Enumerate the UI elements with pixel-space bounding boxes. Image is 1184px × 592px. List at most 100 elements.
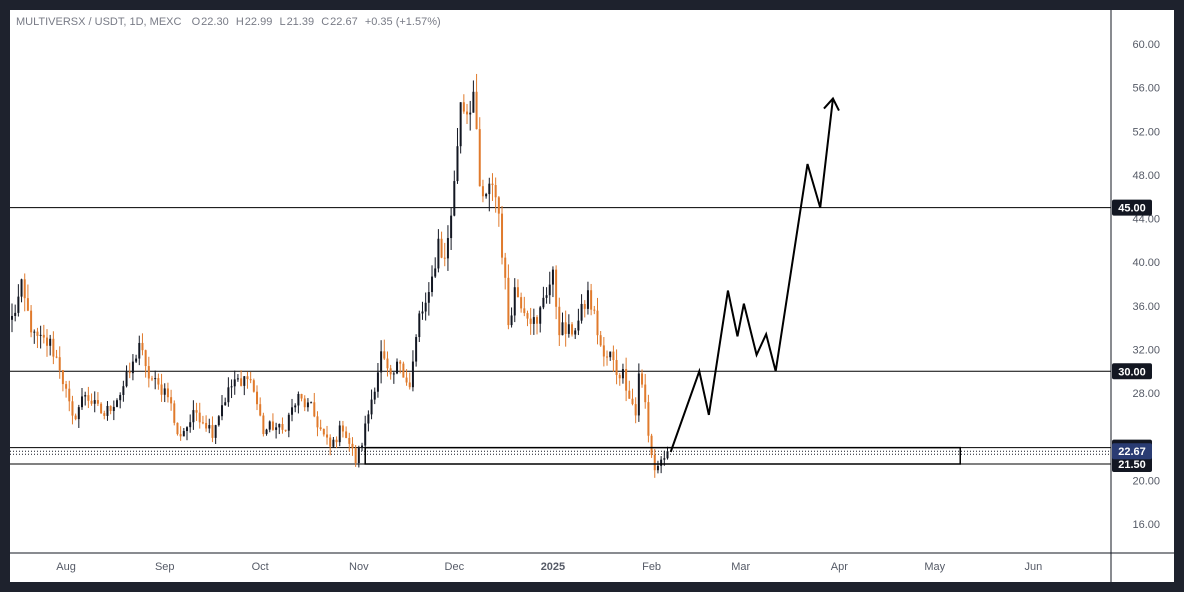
candle	[446, 225, 449, 271]
candle-body	[100, 403, 103, 414]
candle-body	[84, 395, 87, 397]
candle	[217, 415, 220, 427]
candle-body	[418, 313, 421, 338]
candle	[144, 349, 147, 378]
candle-body	[437, 238, 440, 269]
candle-body	[52, 338, 55, 357]
candle	[163, 383, 166, 403]
candle	[453, 170, 456, 217]
candle-body	[198, 412, 201, 423]
candle-body	[574, 330, 577, 335]
candle-body	[26, 298, 29, 311]
candle-body	[450, 215, 453, 239]
candle-body	[539, 307, 542, 324]
candle-body	[440, 238, 443, 258]
low-value: 21.39	[286, 16, 315, 28]
candle-body	[351, 443, 354, 449]
candle-body	[287, 414, 290, 431]
candle	[30, 305, 33, 338]
candle	[125, 365, 128, 388]
candle	[119, 392, 122, 409]
candlestick-chart[interactable]: 60.00 56.00 52.00 48.00 44.00 40.00 36.00 32.00…	[10, 10, 1174, 582]
candle-body	[125, 371, 128, 387]
candle	[214, 424, 217, 445]
level-badge-label: 21.50	[1118, 459, 1146, 471]
candle-body	[510, 315, 513, 326]
candle	[106, 401, 109, 421]
candle	[240, 370, 243, 387]
candle	[364, 415, 367, 450]
candle-body	[20, 279, 23, 297]
candle-body	[306, 402, 309, 408]
candle	[596, 297, 599, 345]
axes	[10, 10, 1174, 582]
candle	[494, 177, 497, 213]
y-axis-ticks: 60.00 56.00 52.00 48.00 44.00 40.00 36.00 32.00…	[1132, 39, 1160, 531]
candle	[392, 371, 395, 384]
candle	[539, 305, 542, 333]
candle-body	[160, 384, 163, 395]
candle	[208, 418, 211, 434]
candle	[450, 207, 453, 251]
candle	[275, 422, 278, 439]
candle-body	[297, 393, 300, 406]
candle-body	[259, 404, 262, 416]
candle	[561, 312, 564, 336]
candle-body	[618, 375, 621, 379]
candle	[52, 331, 55, 365]
candle	[637, 363, 640, 422]
candle-body	[256, 391, 259, 405]
candle	[227, 377, 230, 407]
candle	[504, 252, 507, 290]
candle-body	[606, 356, 609, 358]
symbol-name: MULTIVERSX / USDT, 1D, MEXC	[16, 16, 182, 28]
candle	[224, 397, 227, 406]
candle	[284, 429, 287, 432]
candle	[154, 370, 157, 390]
y-tick-label: 40.00	[1132, 257, 1160, 269]
candle	[173, 400, 176, 426]
candle-body	[166, 388, 169, 398]
candle-body	[284, 429, 287, 431]
candle-body	[564, 322, 567, 334]
candle	[536, 315, 539, 335]
candle	[166, 382, 169, 403]
candle	[516, 279, 519, 298]
y-tick-label: 48.00	[1132, 170, 1160, 182]
candle-body	[236, 378, 239, 380]
candle	[271, 413, 274, 431]
candle	[14, 304, 17, 322]
candle-body	[666, 451, 669, 459]
candle-body	[641, 373, 644, 385]
candle	[281, 417, 284, 434]
candle	[68, 380, 71, 412]
candle-body	[217, 416, 220, 426]
candle	[326, 425, 329, 445]
x-tick-label: May	[924, 561, 945, 573]
candle-body	[23, 279, 26, 299]
candle	[402, 361, 405, 378]
candle	[348, 432, 351, 452]
candle-body	[122, 386, 125, 395]
candle	[303, 395, 306, 412]
candle-body	[39, 334, 42, 336]
candle	[408, 372, 411, 390]
candle	[87, 386, 90, 409]
candle	[186, 426, 189, 441]
candle	[583, 300, 586, 318]
candle-body	[446, 238, 449, 259]
open-value: 22.30	[201, 16, 229, 28]
candle-body	[488, 183, 491, 195]
candle	[189, 414, 192, 433]
symbol-header: MULTIVERSX / USDT, 1D, MEXC O22.30 H22.9…	[16, 16, 442, 28]
candle-body	[526, 313, 529, 319]
candle-body	[567, 324, 570, 334]
candle	[65, 380, 68, 398]
candle-body	[376, 372, 379, 392]
candle	[74, 413, 77, 421]
candle	[567, 314, 570, 338]
candle	[141, 333, 144, 356]
candle	[609, 351, 612, 361]
y-tick-label: 16.00	[1132, 519, 1160, 531]
candle-body	[364, 423, 367, 446]
